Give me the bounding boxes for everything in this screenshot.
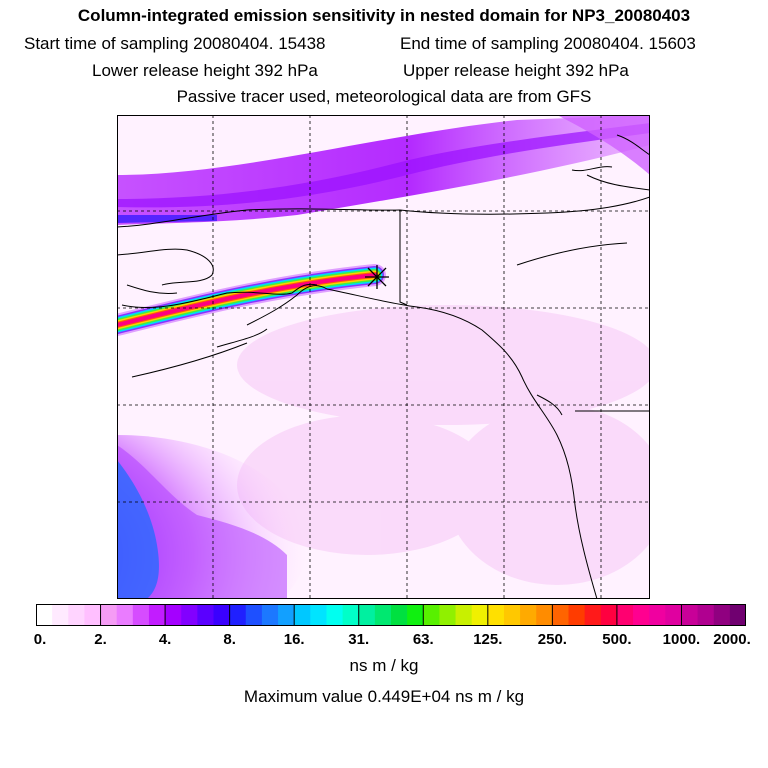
colorbar-cell [536, 604, 553, 626]
colorbar-cell [503, 604, 521, 626]
colorbar-cell [665, 604, 683, 626]
colorbar-cell [245, 604, 263, 626]
colorbar-cell [520, 604, 537, 626]
colorbar-cell [326, 604, 344, 626]
sensitivity-map [117, 115, 650, 599]
colorbar-cell [681, 604, 699, 626]
colorbar-cell [342, 604, 360, 626]
colorbar-cell [697, 604, 715, 626]
colorbar-cell [487, 604, 505, 626]
colorbar-cell [552, 604, 570, 626]
colorbar-cell [407, 604, 424, 626]
colorbar-cell [471, 604, 489, 626]
colorbar-cell [584, 604, 602, 626]
end-time-label: End time of sampling 20080404. 15603 [400, 34, 696, 53]
colorbar-tick-label: 31. [348, 631, 370, 648]
colorbar-cell [423, 604, 441, 626]
colorbar-cells [36, 604, 746, 626]
release-plume [117, 264, 386, 336]
colorbar-tick-label: 500. [602, 631, 632, 648]
colorbar-cell [455, 604, 473, 626]
colorbar [36, 604, 746, 626]
colorbar-cell [148, 604, 166, 626]
upper-release-label: Upper release height 392 hPa [403, 61, 629, 80]
southwest-plume [117, 435, 307, 599]
colorbar-cell [165, 604, 182, 626]
coastlines [117, 134, 650, 599]
colorbar-cell [310, 604, 328, 626]
colorbar-tick-label: 8. [223, 631, 236, 648]
lower-release-label: Lower release height 392 hPa [92, 61, 318, 80]
colorbar-dividers [100, 604, 682, 626]
colorbar-cell [616, 604, 634, 626]
lat-lon-grid [117, 115, 650, 599]
colorbar-cell [181, 604, 198, 626]
colorbar-cell [713, 604, 731, 626]
colorbar-cell [439, 604, 457, 626]
colorbar-cell [391, 604, 408, 626]
colorbar-cell [52, 604, 69, 626]
colorbar-cell [68, 604, 86, 626]
colorbar-tick-label: 250. [537, 631, 567, 648]
release-point-star [365, 265, 389, 289]
colorbar-tick-label: 16. [283, 631, 305, 648]
colorbar-frame [36, 604, 746, 626]
colorbar-cell [84, 604, 102, 626]
colorbar-cell [729, 604, 746, 626]
colorbar-cell [197, 604, 215, 626]
colorbar-tick-label: 0. [33, 631, 47, 648]
colorbar-cell [132, 604, 150, 626]
colorbar-cell [294, 604, 311, 626]
colorbar-cell [374, 604, 392, 626]
maximum-value-label: Maximum value 0.449E+04 ns m / kg [243, 687, 525, 706]
colorbar-cell [213, 604, 231, 626]
colorbar-cell [633, 604, 650, 626]
colorbar-cell [600, 604, 618, 626]
colorbar-tick-label: 2. [94, 631, 107, 648]
tracer-info-label: Passive tracer used, meteorological data… [176, 87, 592, 106]
colorbar-tick-label: 63. [412, 631, 434, 648]
start-time-label: Start time of sampling 20080404. 15438 [24, 34, 326, 53]
colorbar-tick-label: 4. [158, 631, 172, 648]
colorbar-cell [36, 604, 53, 626]
colorbar-cell [278, 604, 295, 626]
diffuse-sensitivity [237, 305, 650, 585]
colorbar-tick-label: 125. [473, 631, 503, 648]
map-frame [117, 115, 650, 599]
plot-title: Column-integrated emission sensitivity i… [77, 6, 691, 25]
colorbar-cell [649, 604, 666, 626]
colorbar-cell [568, 604, 586, 626]
colorbar-cell [229, 604, 247, 626]
colorbar-cell [358, 604, 376, 626]
colorbar-cell [261, 604, 279, 626]
colorbar-tick-label: 1000. [662, 631, 701, 648]
colorbar-tick-label: 2000. [713, 631, 751, 648]
colorbar-cell [100, 604, 118, 626]
colorbar-cell [116, 604, 134, 626]
colorbar-units-label: ns m / kg [349, 656, 419, 675]
